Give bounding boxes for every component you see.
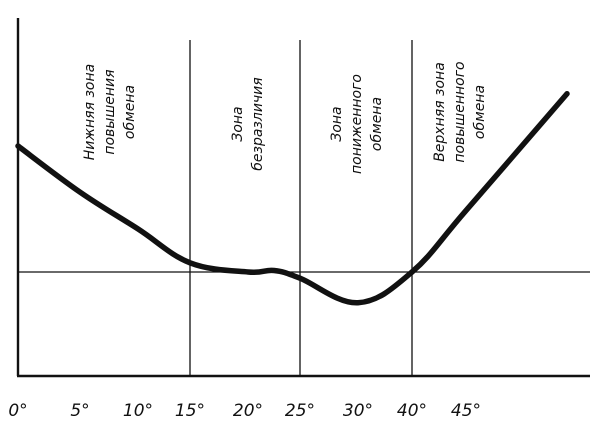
zone-label-line: повышения: [102, 69, 118, 154]
zone-label-line: повышенного: [452, 61, 468, 162]
metabolism-curve: [15, 91, 570, 306]
x-tick-labels: 0° 5° 10° 15° 20° 25° 30° 40° 45°: [8, 401, 481, 421]
zone-label-line: обмена: [122, 85, 138, 139]
zone-label-2: Зона безразличия: [230, 77, 266, 170]
zone-boundaries: [189, 40, 413, 376]
zone-label-line: пониженного: [349, 74, 365, 174]
zone-label-3: Зона пониженного обмена: [329, 74, 385, 174]
zone-label-line: Нижняя зона: [82, 64, 98, 160]
axes: [16, 18, 590, 378]
zone-label-line: Верхняя зона: [432, 62, 448, 162]
x-tick-label: 15°: [175, 401, 205, 421]
x-tick-label: 20°: [233, 401, 263, 421]
zone-label-line: обмена: [369, 97, 385, 151]
zone-label-4: Верхняя зона повышенного обмена: [432, 61, 488, 162]
zone-label-line: Зона: [329, 106, 345, 141]
x-tick-label: 10°: [123, 401, 153, 421]
x-tick-label: 0°: [8, 401, 27, 421]
x-tick-label: 40°: [397, 401, 427, 421]
series: [15, 91, 570, 306]
zone-label-line: безразличия: [250, 77, 266, 170]
x-tick-label: 45°: [451, 401, 481, 421]
x-tick-label: 30°: [343, 401, 373, 421]
zone-label-line: обмена: [472, 85, 488, 139]
zone-labels: Нижняя зона повышения обмена Зона безразличи…: [82, 61, 488, 174]
zone-label-line: Зона: [230, 106, 246, 141]
x-tick-label: 25°: [285, 401, 315, 421]
x-tick-label: 5°: [70, 401, 89, 421]
zone-label-1: Нижняя зона повышения обмена: [82, 64, 138, 160]
